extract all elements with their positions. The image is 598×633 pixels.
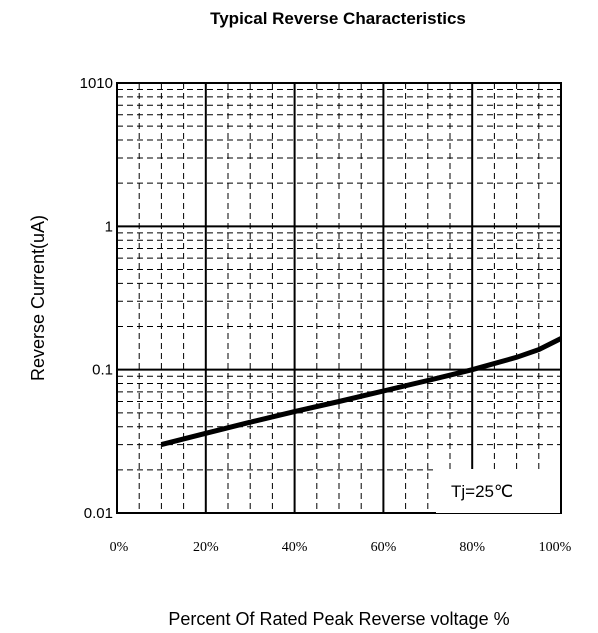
x-tick-label: 80% — [459, 540, 485, 555]
x-tick-labels: 0% 20% 40% 60% 80% 100% — [110, 540, 572, 555]
x-tick-label: 60% — [371, 540, 397, 555]
x-tick-label: 100% — [539, 540, 572, 555]
grid — [117, 82, 561, 514]
y-tick-label: 0.01 — [84, 505, 113, 522]
x-tick-label: 40% — [282, 540, 308, 555]
annotation-box — [436, 469, 560, 513]
x-axis-label: Percent Of Rated Peak Reverse voltage % — [168, 609, 509, 629]
x-tick-label: 0% — [110, 540, 129, 555]
plot-frame — [116, 82, 562, 514]
series-line — [160, 336, 563, 448]
x-tick-label: 20% — [193, 540, 219, 555]
y-tick-labels: 0.01 0.1 1 1010 — [80, 75, 113, 522]
y-tick-label: 1 — [105, 218, 113, 235]
y-tick-label: 1010 — [80, 75, 113, 92]
y-tick-label: 0.1 — [92, 362, 113, 379]
y-axis-label: Reverse Current(uA) — [28, 215, 48, 381]
temperature-annotation: Tj=25℃ — [451, 482, 513, 501]
chart-title: Typical Reverse Characteristics — [210, 9, 466, 28]
